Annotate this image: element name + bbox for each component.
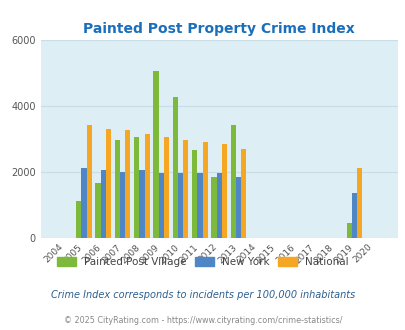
Bar bbox=[134, 137, 139, 238]
Bar bbox=[158, 173, 164, 238]
Legend: Painted Post Village, New York, National: Painted Post Village, New York, National bbox=[57, 257, 348, 267]
Bar bbox=[144, 134, 149, 238]
Bar bbox=[95, 183, 100, 238]
Bar bbox=[100, 170, 106, 238]
Bar bbox=[241, 148, 246, 238]
Bar bbox=[356, 168, 361, 238]
Bar bbox=[86, 125, 92, 238]
Bar bbox=[202, 142, 207, 238]
Bar bbox=[139, 170, 144, 238]
Bar bbox=[351, 193, 356, 238]
Bar bbox=[81, 168, 86, 238]
Bar bbox=[120, 172, 125, 238]
Bar bbox=[221, 144, 226, 238]
Text: Crime Index corresponds to incidents per 100,000 inhabitants: Crime Index corresponds to incidents per… bbox=[51, 290, 354, 300]
Text: © 2025 CityRating.com - https://www.cityrating.com/crime-statistics/: © 2025 CityRating.com - https://www.city… bbox=[64, 315, 341, 325]
Bar bbox=[153, 71, 158, 238]
Bar bbox=[211, 177, 216, 238]
Bar bbox=[76, 201, 81, 238]
Bar bbox=[197, 173, 202, 238]
Bar bbox=[346, 223, 351, 238]
Bar bbox=[183, 140, 188, 238]
Bar bbox=[192, 150, 197, 238]
Bar bbox=[106, 129, 111, 238]
Bar bbox=[164, 137, 169, 238]
Bar bbox=[235, 177, 241, 238]
Bar bbox=[216, 173, 221, 238]
Bar bbox=[173, 97, 177, 238]
Bar bbox=[230, 125, 235, 238]
Bar bbox=[115, 140, 120, 238]
Title: Painted Post Property Crime Index: Painted Post Property Crime Index bbox=[83, 22, 354, 36]
Bar bbox=[125, 130, 130, 238]
Bar bbox=[177, 173, 183, 238]
